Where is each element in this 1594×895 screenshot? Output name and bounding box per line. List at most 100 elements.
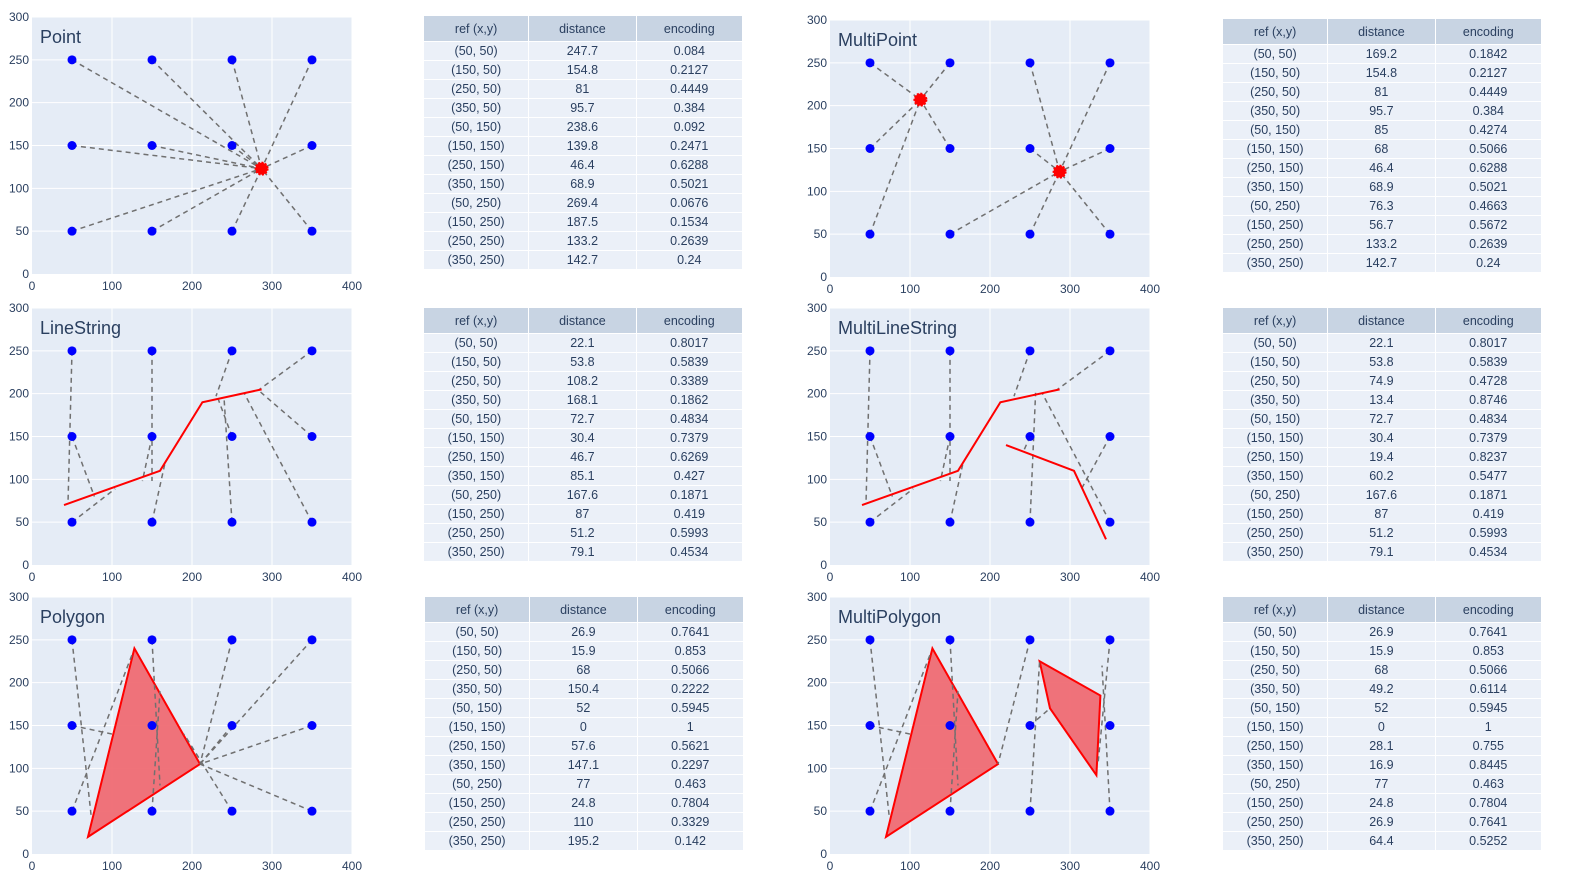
encoding-cell: 0.24 [1434, 253, 1543, 272]
ref-cell: (50, 50) [423, 622, 531, 642]
y-tick-label: 250 [807, 344, 827, 358]
reference-point [1105, 635, 1115, 645]
ref-cell: (50, 150) [1221, 698, 1329, 718]
table-row: (250, 50) 108.2 0.3389 [422, 371, 744, 391]
ref-cell: (150, 50) [422, 60, 530, 80]
distance-line [1029, 392, 1037, 523]
table-row: (50, 250) 77 0.463 [423, 774, 745, 794]
reference-point [307, 432, 317, 441]
distance-cell: 247.7 [528, 41, 637, 61]
encoding-cell: 0.4663 [1434, 196, 1543, 216]
x-tick-label: 100 [102, 279, 122, 293]
distance-cell: 68.9 [1327, 177, 1436, 197]
chart-linestring: 0 100 200 300 400 0 50 100 150 200 250 300 LineStrin… [0, 299, 362, 589]
y-tick-label: 100 [9, 472, 29, 486]
table-row: (50, 50) 22.1 0.8017 [422, 333, 744, 353]
distance-cell: 154.8 [1327, 63, 1436, 83]
reference-point [307, 721, 317, 730]
x-tick-label: 200 [182, 279, 202, 293]
ref-cell: (50, 250) [422, 485, 530, 505]
reference-point [865, 58, 875, 68]
reference-point [945, 721, 955, 730]
ref-cell: (250, 50) [422, 79, 530, 99]
distance-cell: 22.1 [1327, 333, 1436, 353]
distance-line [71, 652, 134, 812]
encoding-cell: 0.7641 [636, 622, 745, 642]
distance-cell: 95.7 [528, 98, 637, 118]
table-row: (50, 150) 52 0.5945 [1221, 698, 1543, 718]
ref-cell: (50, 250) [1221, 774, 1329, 794]
x-tick-label: 300 [262, 570, 282, 584]
reference-point [307, 226, 317, 236]
reference-point [147, 806, 157, 816]
y-tick-label: 50 [814, 515, 828, 529]
table-row: (350, 50) 150.4 0.2222 [423, 679, 745, 699]
table-header-cell: encoding [1434, 18, 1543, 45]
encoding-cell: 0.4834 [1434, 409, 1543, 429]
y-tick-label: 0 [22, 847, 29, 861]
y-tick-label: 300 [9, 301, 29, 315]
table-header-cell: ref (x,y) [422, 307, 530, 334]
encoding-cell: 0.1534 [635, 212, 744, 232]
distance-cell: 72.7 [528, 409, 637, 429]
encoding-cell: 0.427 [635, 466, 744, 486]
y-tick-label: 100 [9, 761, 29, 775]
y-tick-label: 200 [807, 99, 827, 113]
reference-point [865, 229, 875, 239]
linestring-shape [1005, 444, 1107, 540]
y-tick-label: 150 [9, 139, 29, 153]
ref-cell: (250, 250) [422, 231, 530, 251]
distance-cell: 24.8 [1327, 793, 1436, 813]
distance-cell: 269.4 [528, 193, 637, 213]
distance-line [1029, 171, 1061, 235]
table-row: (350, 250) 79.1 0.4534 [1221, 542, 1543, 561]
encoding-cell: 0.24 [635, 250, 744, 269]
distance-line [71, 639, 92, 817]
ref-cell: (50, 50) [422, 41, 530, 61]
table-row: (250, 50) 68 0.5066 [1221, 660, 1543, 680]
ref-cell: (350, 250) [422, 250, 530, 269]
ref-cell: (50, 50) [1221, 333, 1329, 353]
distance-line [199, 639, 233, 765]
chart-multilinestring: 0 100 200 300 400 0 50 100 150 200 250 300 MultiLine… [798, 299, 1160, 589]
distance-line [71, 144, 262, 170]
ref-cell: (150, 50) [1221, 641, 1329, 661]
distance-line [151, 144, 262, 170]
ref-cell: (250, 50) [1221, 82, 1329, 102]
ref-cell: (250, 50) [423, 660, 531, 680]
distance-cell: 53.8 [1327, 352, 1436, 372]
distance-cell: 110 [529, 812, 638, 832]
chart-polygon: 0 100 200 300 400 0 50 100 150 200 250 300 Polygon [0, 588, 362, 878]
y-tick-label: 250 [9, 53, 29, 67]
reference-point [307, 141, 317, 150]
chart-multipoint: 0 100 200 300 400 0 50 100 150 200 250 300 MultiPoin… [798, 11, 1160, 301]
distance-cell: 87 [528, 504, 637, 524]
table-multipolygon: ref (x,y) distance encoding (50, 50) 26.9 0.7… [1221, 596, 1543, 850]
distance-cell: 95.7 [1327, 101, 1436, 121]
distance-cell: 57.6 [529, 736, 638, 756]
table-header-row: ref (x,y) distance encoding [423, 596, 745, 623]
encoding-cell: 0.1871 [635, 485, 744, 505]
encoding-cell: 0.3389 [635, 371, 744, 391]
distance-line [869, 62, 921, 101]
distance-cell: 79.1 [528, 542, 637, 561]
x-tick-label: 100 [102, 859, 122, 873]
table-row: (150, 250) 187.5 0.1534 [422, 212, 744, 232]
distance-cell: 49.2 [1327, 679, 1436, 699]
distance-line [151, 167, 262, 232]
encoding-cell: 0.5066 [636, 660, 745, 680]
y-tick-label: 50 [16, 224, 30, 238]
y-tick-label: 0 [820, 558, 827, 572]
encoding-cell: 0.8746 [1434, 390, 1543, 410]
y-tick-label: 100 [807, 472, 827, 486]
table-header-cell: distance [528, 307, 637, 334]
table-row: (350, 50) 95.7 0.384 [1221, 101, 1543, 121]
table-row: (250, 150) 46.4 0.6288 [422, 155, 744, 175]
encoding-cell: 0.8445 [1434, 755, 1543, 775]
reference-point [1025, 517, 1035, 527]
table-row: (50, 250) 269.4 0.0676 [422, 193, 744, 213]
chart-svg: 0 100 200 300 400 0 50 100 150 200 250 300 MultiLine… [807, 301, 1160, 584]
table-row: (350, 250) 64.4 0.5252 [1221, 831, 1543, 850]
distance-line [215, 350, 233, 397]
table-row: (350, 150) 68.9 0.5021 [422, 174, 744, 194]
